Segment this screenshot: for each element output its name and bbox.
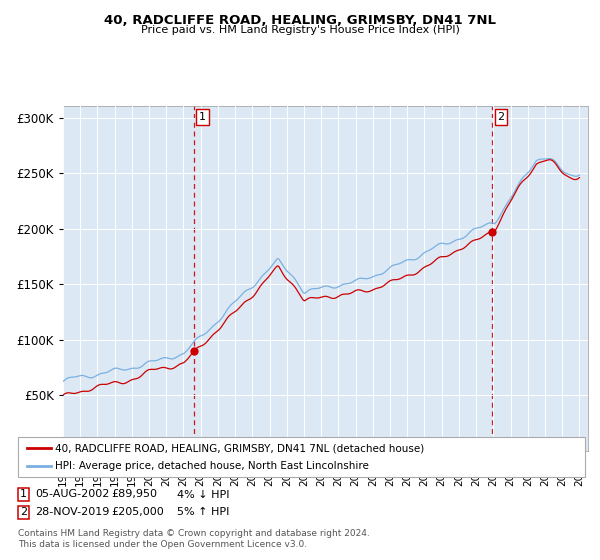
Text: Contains HM Land Registry data © Crown copyright and database right 2024.
This d: Contains HM Land Registry data © Crown c… xyxy=(18,529,370,549)
Text: Price paid vs. HM Land Registry's House Price Index (HPI): Price paid vs. HM Land Registry's House … xyxy=(140,25,460,35)
Text: 40, RADCLIFFE ROAD, HEALING, GRIMSBY, DN41 7NL: 40, RADCLIFFE ROAD, HEALING, GRIMSBY, DN… xyxy=(104,14,496,27)
Text: £89,950: £89,950 xyxy=(111,489,157,500)
Text: 1: 1 xyxy=(20,489,27,500)
Text: HPI: Average price, detached house, North East Lincolnshire: HPI: Average price, detached house, Nort… xyxy=(55,461,369,471)
Text: 28-NOV-2019: 28-NOV-2019 xyxy=(35,507,109,517)
Text: 2: 2 xyxy=(20,507,27,517)
Text: £205,000: £205,000 xyxy=(111,507,164,517)
Text: 1: 1 xyxy=(199,112,206,122)
Text: 05-AUG-2002: 05-AUG-2002 xyxy=(35,489,109,500)
Text: 2: 2 xyxy=(497,112,505,122)
Text: 4% ↓ HPI: 4% ↓ HPI xyxy=(177,489,230,500)
Text: 40, RADCLIFFE ROAD, HEALING, GRIMSBY, DN41 7NL (detached house): 40, RADCLIFFE ROAD, HEALING, GRIMSBY, DN… xyxy=(55,443,424,453)
Text: 5% ↑ HPI: 5% ↑ HPI xyxy=(177,507,229,517)
